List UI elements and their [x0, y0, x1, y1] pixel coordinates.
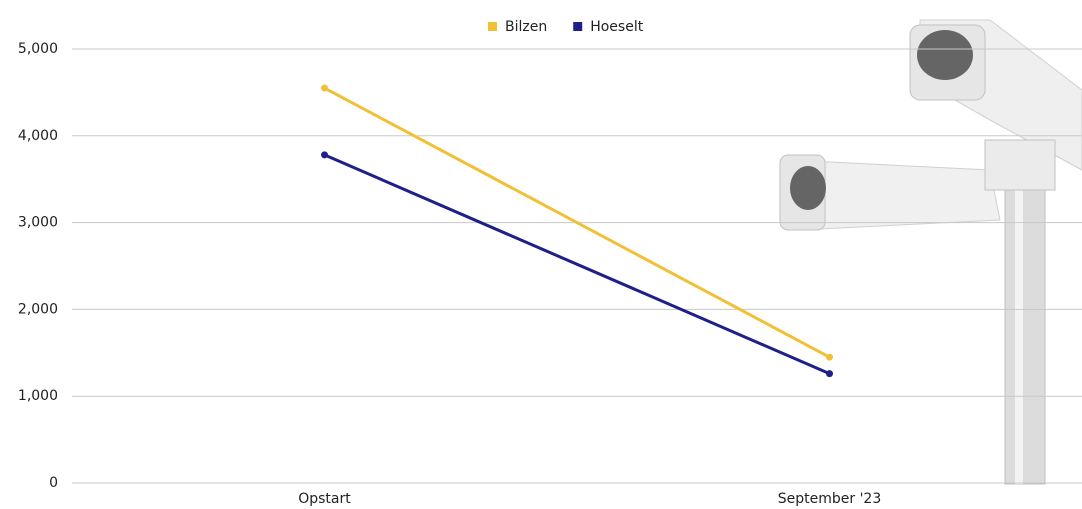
page: 0 1,000 2,000 3,000 4,000 5,000 Opstart Septemb…	[0, 0, 1082, 509]
legend-label: Bilzen	[505, 19, 547, 35]
camera-illustration	[780, 20, 1082, 484]
y-tick-label: 2,000	[18, 301, 58, 317]
chart: 0 1,000 2,000 3,000 4,000 5,000 Opstart Septemb…	[0, 0, 1082, 509]
legend-swatch	[573, 22, 582, 31]
x-tick-label: Opstart	[298, 491, 351, 507]
legend-label: Hoeselt	[590, 19, 644, 35]
data-point	[826, 354, 833, 361]
data-point	[826, 370, 833, 377]
series-line	[325, 155, 830, 374]
y-tick-label: 0	[49, 475, 58, 491]
data-point	[321, 151, 328, 158]
y-tick-label: 5,000	[18, 41, 58, 57]
y-tick-label: 1,000	[18, 388, 58, 404]
y-tick-label: 4,000	[18, 128, 58, 144]
x-tick-label: September '23	[778, 491, 882, 507]
data-point	[321, 85, 328, 92]
legend-swatch	[488, 22, 497, 31]
y-tick-label: 3,000	[18, 215, 58, 231]
